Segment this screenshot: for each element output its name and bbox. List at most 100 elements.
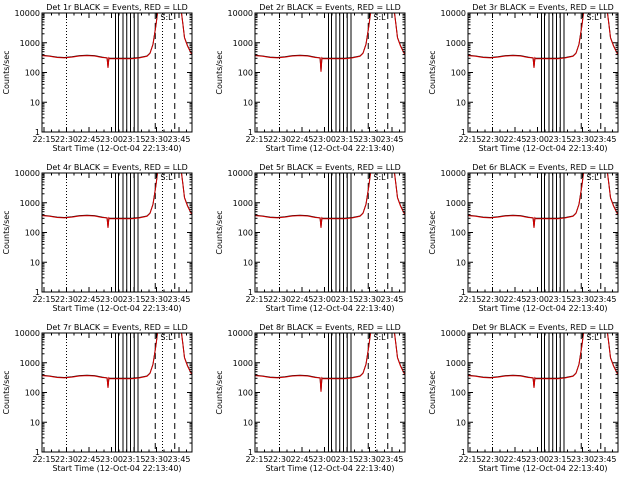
panel-title: Det 5r BLACK = Events, RED = LLD (259, 163, 401, 172)
y-tick-label: 1 (248, 448, 253, 457)
lld-series-line (468, 13, 618, 68)
y-tick-label: 100 (238, 229, 253, 238)
y-tick-label: 10000 (15, 169, 40, 178)
x-tick-label: 22:30 (481, 455, 504, 464)
x-tick-label: 22:15 (245, 455, 268, 464)
x-tick-label: 23:30 (145, 295, 168, 304)
x-tick-label: 23:00 (526, 455, 549, 464)
y-tick-label: 1 (461, 448, 466, 457)
plot-area (42, 13, 192, 132)
annotation-label: S:L (160, 173, 173, 182)
x-tick-label: 23:45 (167, 135, 190, 144)
lld-series-line (42, 333, 192, 388)
x-tick-label: 23:15 (122, 455, 145, 464)
panel-title: Det 6r BLACK = Events, RED = LLD (472, 163, 614, 172)
x-tick-label: 22:15 (458, 135, 481, 144)
y-tick-label: 10 (30, 418, 40, 427)
x-tick-label: 23:30 (571, 135, 594, 144)
x-tick-label: 23:15 (122, 135, 145, 144)
plot-area (255, 13, 405, 132)
plot-frame (254, 332, 406, 453)
y-tick-label: 10 (456, 98, 466, 107)
y-tick-label: 1000 (233, 39, 253, 48)
x-tick-label: 22:45 (77, 295, 100, 304)
lld-series-line (42, 173, 192, 228)
x-tick-label: 23:45 (380, 135, 403, 144)
y-tick-label: 100 (25, 389, 40, 398)
y-tick-label: 100 (238, 69, 253, 78)
y-tick-label: 1 (35, 128, 40, 137)
y-tick-label: 10000 (15, 9, 40, 18)
x-tick-label: 23:15 (548, 135, 571, 144)
panel-title: Det 7r BLACK = Events, RED = LLD (46, 323, 188, 332)
y-tick-label: 1000 (20, 199, 40, 208)
plot-area (42, 333, 192, 452)
annotation-label: S:L (586, 173, 599, 182)
y-tick-label: 100 (238, 389, 253, 398)
x-tick-label: 23:00 (526, 295, 549, 304)
y-axis-label: Counts/sec (215, 370, 224, 414)
plot-area (468, 173, 618, 292)
x-tick-label: 23:00 (100, 295, 123, 304)
x-tick-label: 22:15 (458, 295, 481, 304)
x-axis-label: Start Time (12-Oct-04 22:13:40) (265, 464, 394, 473)
x-tick-label: 22:30 (481, 135, 504, 144)
lld-series-line (255, 13, 405, 72)
x-tick-label: 22:30 (268, 135, 291, 144)
x-tick-label: 22:45 (290, 295, 313, 304)
lld-series-line (468, 333, 618, 388)
y-tick-label: 1000 (20, 359, 40, 368)
x-tick-label: 22:30 (268, 295, 291, 304)
x-axis-label: Start Time (12-Oct-04 22:13:40) (52, 144, 181, 153)
x-tick-label: 23:30 (358, 135, 381, 144)
y-axis-label: Counts/sec (2, 50, 11, 94)
plot-area (255, 173, 405, 292)
x-tick-label: 22:45 (290, 455, 313, 464)
annotation-label: S:L (586, 333, 599, 342)
x-tick-label: 23:00 (100, 135, 123, 144)
y-tick-label: 100 (25, 69, 40, 78)
y-axis-label: Counts/sec (2, 210, 11, 254)
x-tick-label: 23:30 (145, 455, 168, 464)
annotation-label: S:L (373, 13, 386, 22)
x-tick-label: 23:45 (593, 455, 616, 464)
annotation-label: S:L (160, 13, 173, 22)
x-tick-label: 23:00 (313, 135, 336, 144)
x-tick-label: 22:45 (503, 295, 526, 304)
x-tick-label: 23:15 (335, 135, 358, 144)
x-axis-label: Start Time (12-Oct-04 22:13:40) (52, 304, 181, 313)
x-tick-label: 23:45 (167, 295, 190, 304)
x-axis-label: Start Time (12-Oct-04 22:13:40) (478, 304, 607, 313)
x-tick-label: 23:15 (548, 295, 571, 304)
y-tick-label: 10 (243, 418, 253, 427)
y-tick-label: 10 (456, 418, 466, 427)
x-tick-label: 22:45 (503, 455, 526, 464)
x-tick-label: 23:30 (571, 455, 594, 464)
x-tick-label: 22:30 (55, 455, 78, 464)
plot-frame (467, 12, 619, 133)
x-tick-label: 23:00 (313, 455, 336, 464)
x-tick-label: 23:00 (526, 135, 549, 144)
x-tick-label: 22:45 (77, 135, 100, 144)
y-tick-label: 1 (248, 288, 253, 297)
x-tick-label: 23:00 (100, 455, 123, 464)
x-tick-label: 23:15 (335, 295, 358, 304)
x-tick-label: 23:30 (358, 455, 381, 464)
x-tick-label: 23:45 (380, 455, 403, 464)
x-tick-label: 22:30 (55, 295, 78, 304)
x-tick-label: 23:45 (593, 135, 616, 144)
y-tick-label: 1000 (446, 39, 466, 48)
lld-series-line (42, 13, 192, 68)
x-tick-label: 22:45 (503, 135, 526, 144)
x-tick-label: 23:45 (167, 455, 190, 464)
y-axis-label: Counts/sec (428, 210, 437, 254)
x-tick-label: 23:15 (335, 455, 358, 464)
y-tick-label: 10000 (441, 169, 466, 178)
